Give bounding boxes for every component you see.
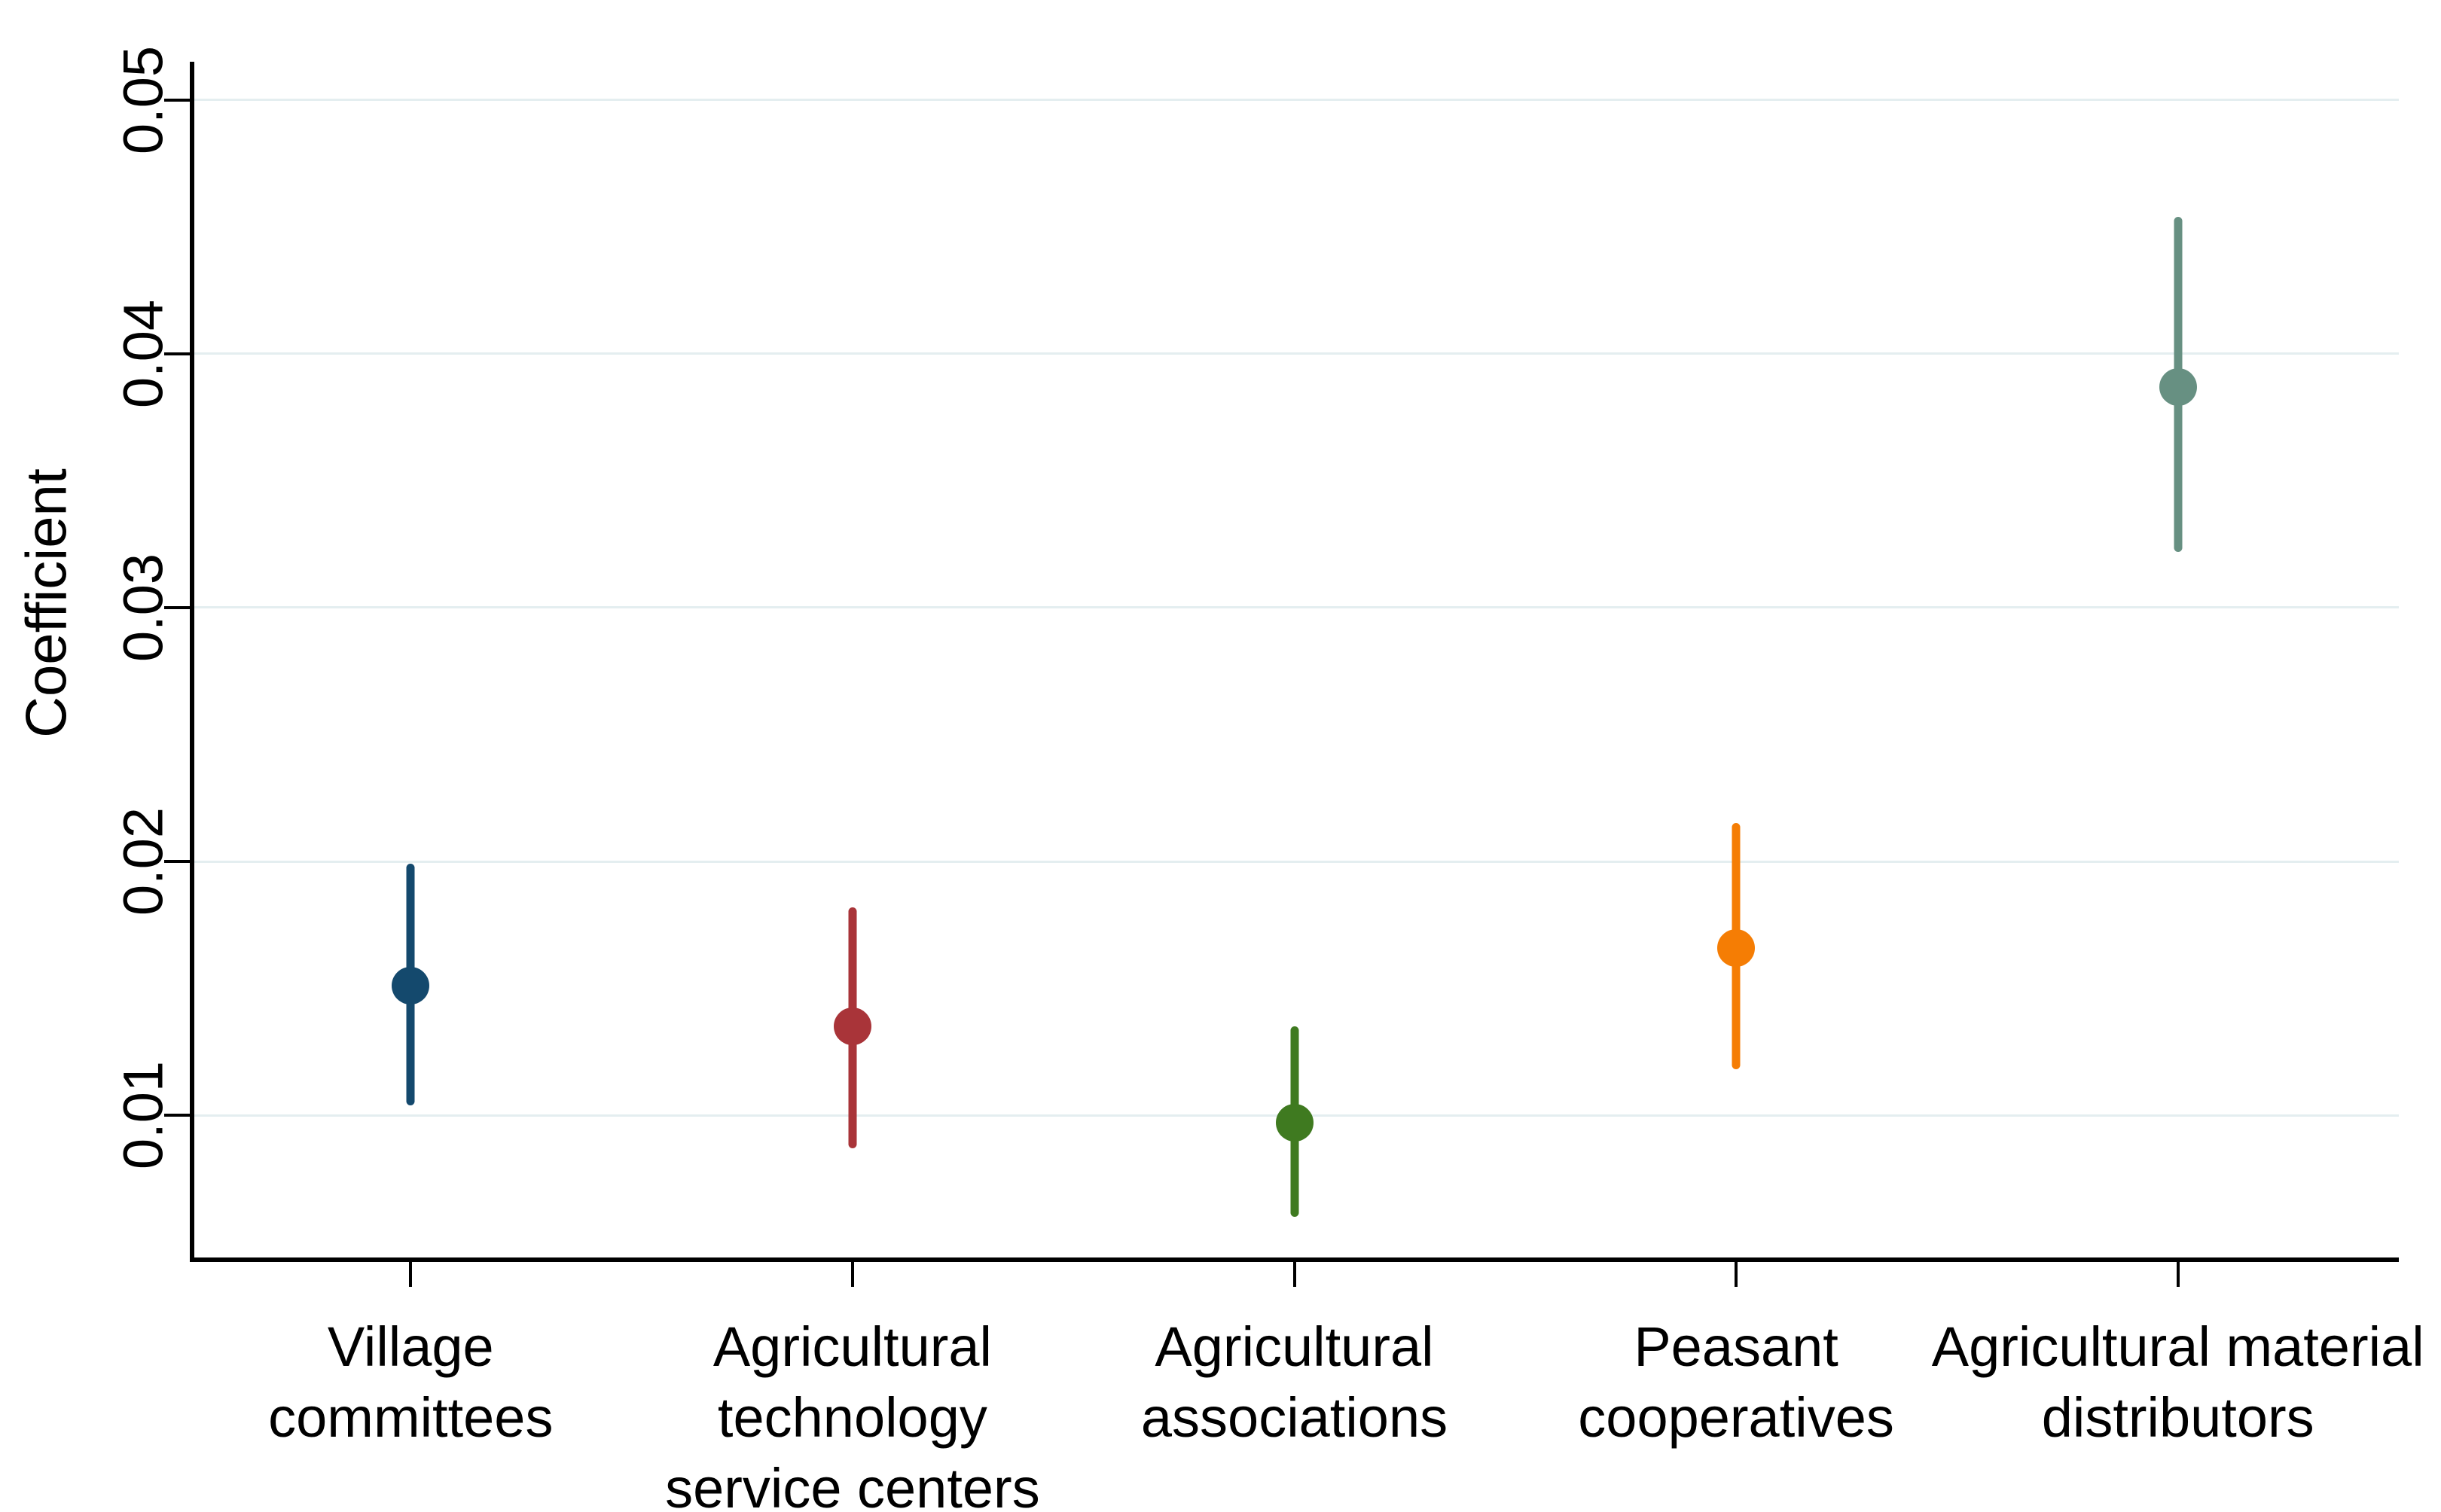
x-axis-tick — [409, 1262, 413, 1287]
estimate-marker — [392, 967, 430, 1005]
x-category-label: Agricultural associations — [1140, 1315, 1448, 1449]
x-axis-spine — [190, 1257, 2399, 1262]
y-axis-tick — [164, 605, 190, 609]
gridline — [190, 606, 2399, 609]
y-axis-tick — [164, 352, 190, 355]
estimate-marker — [1275, 1104, 1314, 1142]
gridline — [190, 352, 2399, 355]
y-axis-tick — [164, 1114, 190, 1117]
x-axis-tick — [1735, 1262, 1738, 1287]
y-axis-tick — [164, 860, 190, 864]
estimate-marker — [833, 1007, 871, 1046]
estimate-marker — [1717, 928, 1756, 967]
y-tick-label: 0.01 — [111, 1061, 175, 1170]
x-category-label: Agricultural technology service centers — [665, 1315, 1040, 1512]
x-category-label: Village committees — [268, 1315, 554, 1449]
x-axis-tick — [850, 1262, 854, 1287]
y-tick-label: 0.02 — [111, 807, 175, 916]
x-category-label: Peasant cooperatives — [1578, 1315, 1894, 1449]
x-category-label: Agricultural material distributors — [1931, 1315, 2424, 1449]
y-tick-label: 0.04 — [111, 299, 175, 408]
y-axis-spine — [190, 62, 194, 1262]
estimate-marker — [2159, 367, 2197, 406]
gridline — [190, 860, 2399, 863]
x-axis-tick — [1292, 1262, 1296, 1287]
y-tick-label: 0.03 — [111, 553, 175, 662]
gridline — [190, 99, 2399, 102]
x-axis-tick — [2176, 1262, 2180, 1287]
y-axis-tick — [164, 98, 190, 102]
y-tick-label: 0.05 — [111, 45, 175, 154]
